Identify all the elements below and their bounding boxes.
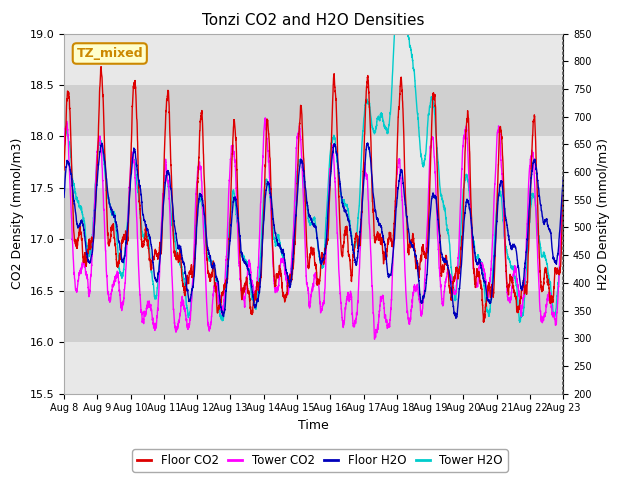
Title: Tonzi CO2 and H2O Densities: Tonzi CO2 and H2O Densities	[202, 13, 425, 28]
Bar	[64, 136, 563, 188]
Legend: Floor CO2, Tower CO2, Floor H2O, Tower H2O: Floor CO2, Tower CO2, Floor H2O, Tower H…	[132, 449, 508, 472]
X-axis label: Time: Time	[298, 419, 329, 432]
Bar	[64, 291, 563, 342]
Y-axis label: H2O Density (mmol/m3): H2O Density (mmol/m3)	[597, 138, 610, 289]
Bar	[64, 188, 563, 240]
Y-axis label: CO2 Density (mmol/m3): CO2 Density (mmol/m3)	[11, 138, 24, 289]
Bar	[64, 34, 563, 85]
Bar	[64, 85, 563, 136]
Text: TZ_mixed: TZ_mixed	[77, 47, 143, 60]
Bar	[64, 240, 563, 291]
Bar	[64, 342, 563, 394]
